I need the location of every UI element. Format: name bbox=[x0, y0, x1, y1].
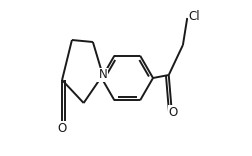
Text: Cl: Cl bbox=[188, 10, 200, 23]
Text: O: O bbox=[57, 122, 67, 134]
Text: O: O bbox=[168, 105, 177, 119]
Text: N: N bbox=[98, 68, 107, 81]
